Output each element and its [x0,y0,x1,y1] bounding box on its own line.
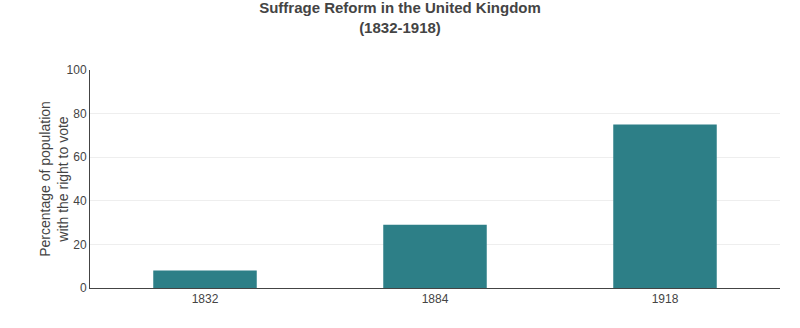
svg-text:Suffrage Reform in the United: Suffrage Reform in the United Kingdom(18… [259,0,541,36]
svg-text:40: 40 [73,194,87,208]
svg-text:1884: 1884 [422,292,449,306]
svg-text:100: 100 [67,63,87,77]
svg-text:1918: 1918 [652,292,679,306]
svg-text:80: 80 [73,107,87,121]
svg-text:60: 60 [73,150,87,164]
svg-text:0: 0 [80,281,87,295]
svg-text:20: 20 [73,238,87,252]
svg-text:Percentage of populationwith t: Percentage of populationwith the right t… [37,101,71,257]
svg-text:1832: 1832 [192,292,219,306]
